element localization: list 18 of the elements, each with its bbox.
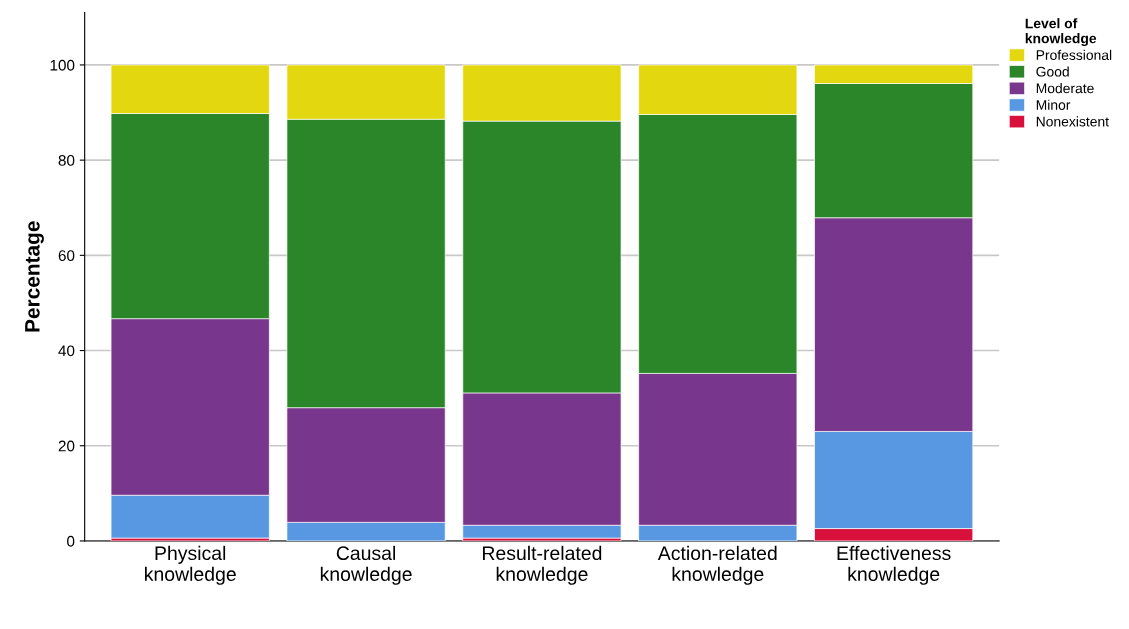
legend-label: Good — [1036, 66, 1069, 77]
y-tick-label: 0 — [67, 535, 75, 547]
y-tick-label: 100 — [50, 59, 75, 71]
x-tick-label: Result-related knowledge — [483, 545, 602, 585]
y-tick-label: 20 — [58, 440, 75, 452]
y-tick-label: 80 — [58, 155, 75, 166]
x-tick-label: Causal knowledge — [320, 545, 412, 585]
x-tick-label: Effectiveness knowledge — [837, 545, 951, 585]
legend-label: Minor — [1036, 99, 1071, 110]
legend-title: Level of knowledge — [1025, 18, 1097, 47]
y-tick-label: 60 — [58, 250, 75, 262]
x-tick-label: Physical knowledge — [145, 545, 236, 585]
legend-label: Professional — [1036, 49, 1112, 60]
legend-label: Nonexistent — [1036, 116, 1109, 127]
y-axis-title: Percentage — [25, 221, 44, 332]
legend-label: Moderate — [1036, 83, 1094, 94]
y-tick-label: 40 — [58, 345, 75, 357]
x-tick-label: Action-related knowledge — [657, 545, 777, 585]
